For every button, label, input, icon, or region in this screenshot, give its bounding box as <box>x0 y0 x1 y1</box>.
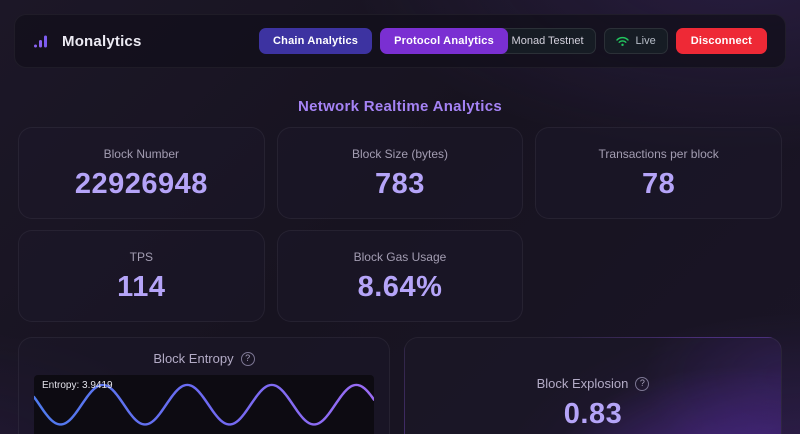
entropy-chart: Entropy: 3.9419 <box>34 375 374 434</box>
live-signal-icon <box>615 36 629 47</box>
network-badge-label: Monad Testnet <box>511 35 584 47</box>
header-right: Monad Testnet Live Disconnect <box>479 28 767 54</box>
block-explosion-value: 0.83 <box>563 398 623 430</box>
stat-value: 8.64% <box>357 271 443 303</box>
live-badge-label: Live <box>635 35 656 47</box>
brand: Monalytics <box>33 33 142 50</box>
help-icon[interactable]: ? <box>240 351 255 366</box>
stat-card-transactions-per-block: Transactions per block 78 <box>535 127 782 219</box>
header-nav: Chain Analytics Protocol Analytics <box>259 28 508 54</box>
block-explosion-title-row: Block Explosion ? <box>537 375 650 392</box>
block-explosion-panel: Block Explosion ? 0.83 <box>404 337 782 434</box>
page-title: Network Realtime Analytics <box>298 98 502 115</box>
stat-card-block-gas-usage: Block Gas Usage 8.64% <box>276 230 524 322</box>
stat-value: 22926948 <box>74 168 208 200</box>
brand-name: Monalytics <box>62 32 142 50</box>
disconnect-button[interactable]: Disconnect <box>675 28 767 54</box>
protocol-analytics-button[interactable]: Protocol Analytics <box>380 28 508 54</box>
entropy-value-label: Entropy: 3.9419 <box>42 380 113 391</box>
entropy-wave-line <box>34 383 374 426</box>
block-entropy-panel: Block Entropy ? Entropy: 3.9419 <box>18 337 390 434</box>
bar-chart-logo-icon <box>33 33 53 50</box>
block-explosion-title: Block Explosion <box>536 376 629 391</box>
stat-value: 78 <box>642 168 676 200</box>
stat-card-block-size: Block Size (bytes) 783 <box>276 127 524 219</box>
stat-label: Block Gas Usage <box>353 250 447 264</box>
app-header: Monalytics Chain Analytics Protocol Anal… <box>14 14 786 68</box>
block-entropy-title: Block Entropy <box>153 351 234 366</box>
entropy-wave <box>34 383 374 426</box>
stat-card-tps: TPS 114 <box>18 230 265 322</box>
chain-analytics-button[interactable]: Chain Analytics <box>259 28 373 54</box>
stats-grid: Block Number 22926948 Block Size (bytes)… <box>18 127 782 322</box>
stat-label: Transactions per block <box>598 147 719 161</box>
stat-label: Block Number <box>103 147 179 161</box>
block-entropy-title-row: Block Entropy ? <box>34 350 374 367</box>
stat-value: 114 <box>117 271 166 303</box>
stat-value: 783 <box>375 168 425 200</box>
stat-label: Block Size (bytes) <box>351 147 448 161</box>
panels-grid: Block Entropy ? Entropy: 3.9419 Block Ex… <box>18 337 782 434</box>
stat-label: TPS <box>129 250 153 264</box>
live-badge: Live <box>603 28 668 54</box>
help-icon[interactable]: ? <box>635 376 650 391</box>
stat-card-block-number: Block Number 22926948 <box>18 127 265 219</box>
